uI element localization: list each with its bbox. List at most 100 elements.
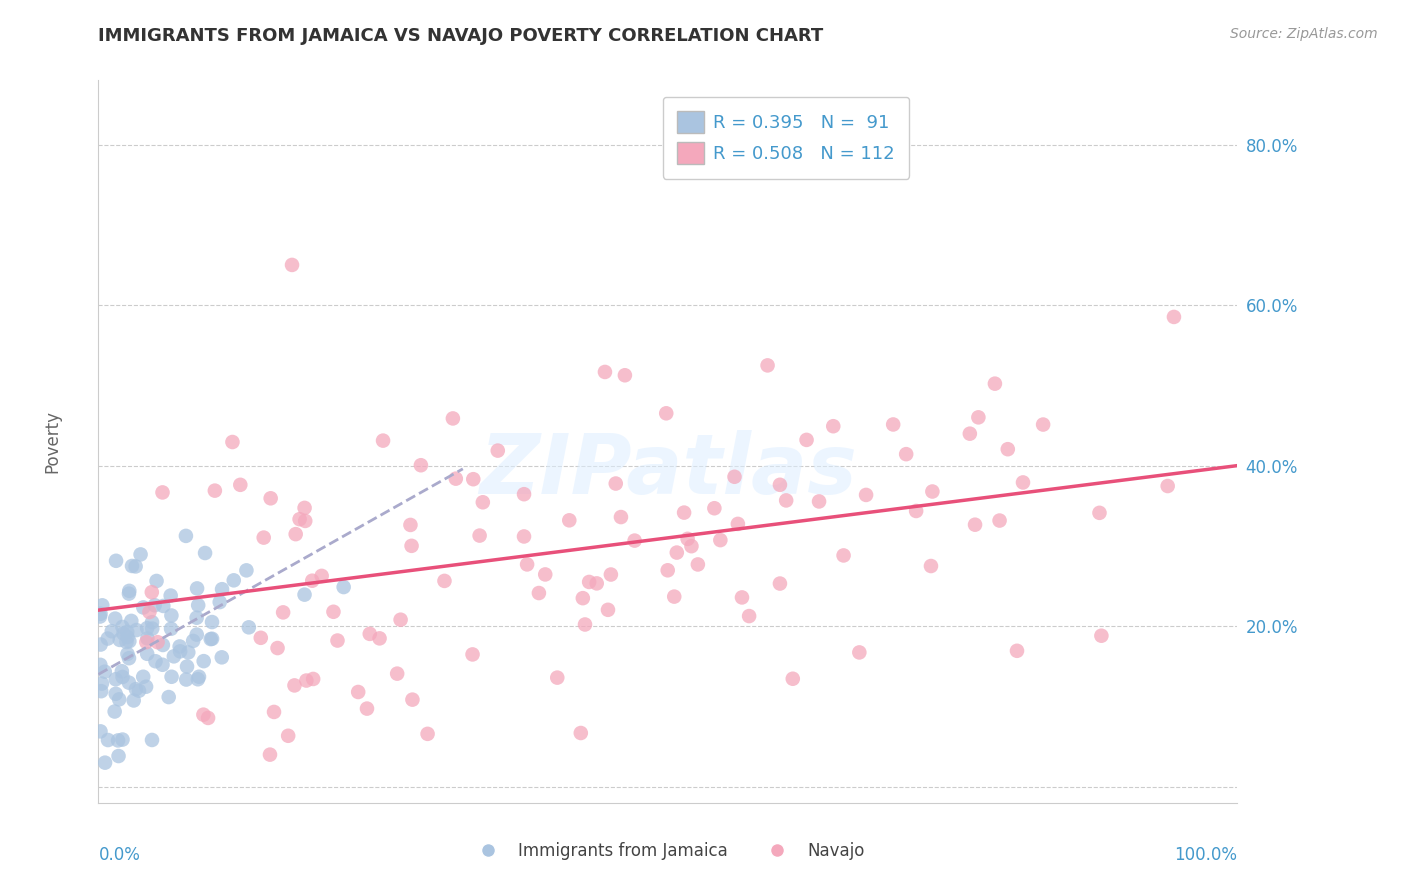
Point <box>100 624 122 639</box>
Point <box>235 563 257 577</box>
Point <box>169 640 191 654</box>
Point <box>605 476 627 491</box>
Point <box>194 546 217 560</box>
Point <box>738 609 761 624</box>
Point <box>97 733 120 747</box>
Point <box>433 574 456 588</box>
Point <box>823 419 845 434</box>
Point <box>160 608 183 623</box>
Point <box>138 605 160 619</box>
Text: Poverty: Poverty <box>44 410 62 473</box>
Point <box>326 633 349 648</box>
Point <box>311 569 333 583</box>
Text: 0.0%: 0.0% <box>98 847 141 864</box>
Point <box>416 727 439 741</box>
Point <box>599 567 621 582</box>
Point <box>211 650 233 665</box>
Point <box>441 411 464 425</box>
Point <box>513 487 536 501</box>
Point <box>896 447 918 461</box>
Point <box>145 654 167 668</box>
Point <box>111 670 134 684</box>
Point <box>775 493 797 508</box>
Point <box>295 673 318 688</box>
Point <box>136 647 159 661</box>
Text: IMMIGRANTS FROM JAMAICA VS NAVAJO POVERTY CORRELATION CHART: IMMIGRANTS FROM JAMAICA VS NAVAJO POVERT… <box>98 27 824 45</box>
Point <box>118 651 141 665</box>
Point <box>808 494 831 508</box>
Point <box>90 676 112 690</box>
Text: 100.0%: 100.0% <box>1174 847 1237 864</box>
Point <box>111 664 134 678</box>
Point <box>709 533 731 548</box>
Point <box>135 635 157 649</box>
Point <box>271 606 294 620</box>
Point <box>302 672 325 686</box>
Point <box>401 539 423 553</box>
Point <box>160 670 183 684</box>
Point <box>527 586 550 600</box>
Point <box>104 705 127 719</box>
Point <box>855 488 877 502</box>
Point <box>399 517 422 532</box>
Point <box>905 504 928 518</box>
Point <box>782 672 804 686</box>
Point <box>118 634 141 648</box>
Point <box>111 620 134 634</box>
Point <box>997 442 1019 457</box>
Point <box>723 469 745 483</box>
Point <box>115 635 138 649</box>
Point <box>984 376 1007 391</box>
Point <box>356 701 378 715</box>
Point <box>546 671 568 685</box>
Point <box>263 705 285 719</box>
Point <box>959 426 981 441</box>
Point <box>90 638 112 652</box>
Point <box>136 632 159 646</box>
Point <box>963 517 986 532</box>
Point <box>163 649 186 664</box>
Point <box>259 747 281 762</box>
Text: ZIPatlas: ZIPatlas <box>479 430 856 511</box>
Point <box>157 690 180 704</box>
Point <box>136 621 159 635</box>
Point <box>284 527 307 541</box>
Point <box>368 632 391 646</box>
Point <box>122 693 145 707</box>
Point <box>516 558 538 572</box>
Point <box>332 580 354 594</box>
Point <box>703 501 725 516</box>
Point <box>108 632 131 647</box>
Point <box>211 582 233 597</box>
Point <box>193 654 215 668</box>
Point <box>152 485 174 500</box>
Point <box>294 514 316 528</box>
Point <box>572 591 595 606</box>
Point <box>117 630 139 644</box>
Point <box>371 434 394 448</box>
Point <box>108 692 131 706</box>
Point <box>159 589 181 603</box>
Point <box>389 613 412 627</box>
Point <box>200 632 222 646</box>
Point <box>385 666 408 681</box>
Point <box>756 359 779 373</box>
Point <box>1090 629 1112 643</box>
Point <box>145 574 167 588</box>
Point <box>1032 417 1054 432</box>
Point <box>187 672 209 686</box>
Point <box>141 622 163 636</box>
Point <box>769 477 792 491</box>
Point <box>152 599 174 613</box>
Point <box>129 548 152 562</box>
Point <box>322 605 344 619</box>
Point <box>111 732 134 747</box>
Point <box>468 528 491 542</box>
Point <box>832 549 855 563</box>
Point <box>208 595 231 609</box>
Point <box>882 417 904 432</box>
Point <box>461 648 484 662</box>
Point <box>169 644 191 658</box>
Point <box>197 711 219 725</box>
Point <box>105 554 128 568</box>
